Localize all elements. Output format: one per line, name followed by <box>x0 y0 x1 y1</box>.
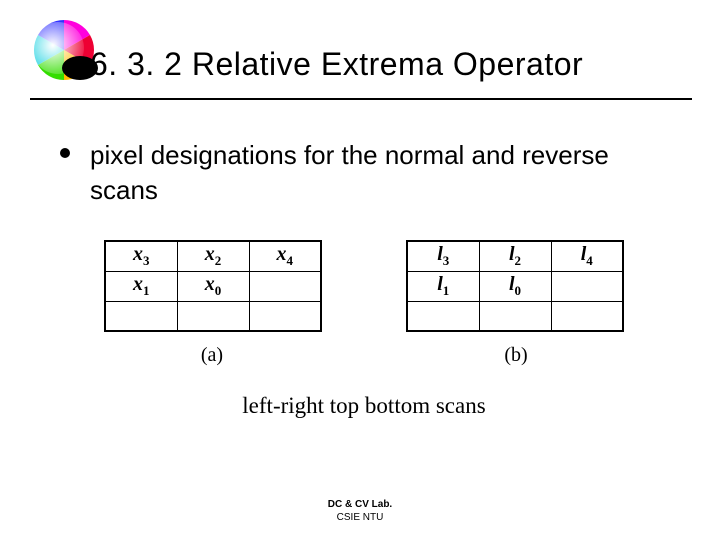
tables-row: x3 x2 x4 x1 x0 l3 l2 l4 l1 <box>104 240 624 332</box>
bullet-item: pixel designations for the normal and re… <box>60 138 680 208</box>
cell-x2: x2 <box>177 241 249 271</box>
labels-row: (a) (b) <box>104 344 624 367</box>
footer-lab: DC & CV Lab. <box>0 499 720 512</box>
table-b-label: (b) <box>408 344 624 367</box>
cell-empty <box>551 301 623 331</box>
table-row: l1 l0 <box>407 271 623 301</box>
footer-dept: CSIE NTU <box>0 512 720 525</box>
table-row: x1 x0 <box>105 271 321 301</box>
cell-x0: x0 <box>177 271 249 301</box>
bullet-dot-icon <box>60 148 70 158</box>
figure-caption: left-right top bottom scans <box>104 393 624 419</box>
cell-x1: x1 <box>105 271 177 301</box>
cell-l4: l4 <box>551 241 623 271</box>
figure-area: x3 x2 x4 x1 x0 l3 l2 l4 l1 <box>104 240 624 419</box>
cell-empty <box>407 301 479 331</box>
cell-empty <box>105 301 177 331</box>
table-row <box>407 301 623 331</box>
cell-empty <box>479 301 551 331</box>
pixel-table-a: x3 x2 x4 x1 x0 <box>104 240 322 332</box>
cell-empty <box>249 301 321 331</box>
cell-empty <box>249 271 321 301</box>
cell-x3: x3 <box>105 241 177 271</box>
cell-l2: l2 <box>479 241 551 271</box>
cell-x4: x4 <box>249 241 321 271</box>
cell-l0: l0 <box>479 271 551 301</box>
bullet-text: pixel designations for the normal and re… <box>90 138 680 208</box>
table-row <box>105 301 321 331</box>
table-a-label: (a) <box>104 344 320 367</box>
cell-l1: l1 <box>407 271 479 301</box>
title-underline <box>30 98 692 100</box>
cell-empty <box>551 271 623 301</box>
cell-l3: l3 <box>407 241 479 271</box>
table-row: l3 l2 l4 <box>407 241 623 271</box>
pixel-table-b: l3 l2 l4 l1 l0 <box>406 240 624 332</box>
cell-empty <box>177 301 249 331</box>
table-row: x3 x2 x4 <box>105 241 321 271</box>
page-title: 6. 3. 2 Relative Extrema Operator <box>90 46 583 83</box>
footer: DC & CV Lab. CSIE NTU <box>0 499 720 524</box>
